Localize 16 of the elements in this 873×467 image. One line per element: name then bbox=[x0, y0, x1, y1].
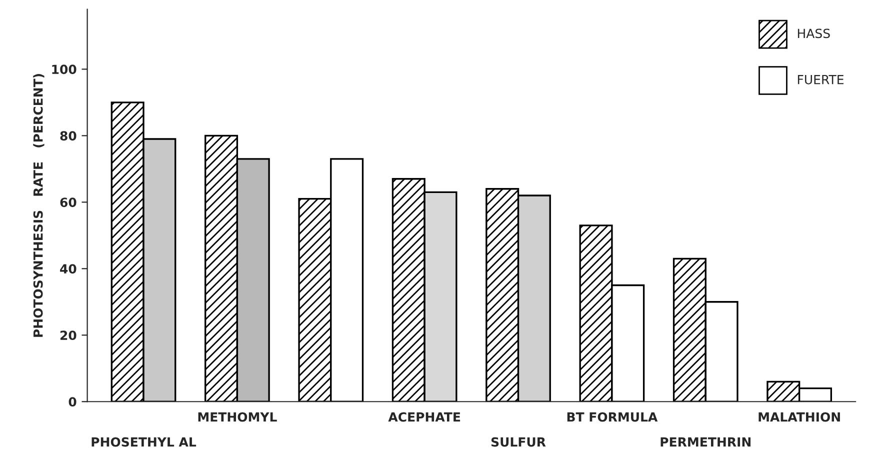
legend-label: HASS bbox=[798, 28, 830, 38]
x-tick-label: PHOSETHYL AL bbox=[92, 437, 196, 447]
x-tick-label: SULFUR bbox=[491, 437, 546, 447]
y-tick-label: 100 bbox=[52, 64, 76, 74]
x-tick-label: PERMETHRIN bbox=[660, 437, 751, 447]
x-tick-label: ACEPHATE bbox=[388, 412, 460, 422]
y-tick-label: 40 bbox=[60, 264, 76, 274]
y-axis-title: PHOTOSYNTHESIS RATE (PERCENT) bbox=[33, 74, 44, 337]
y-tick-label: 60 bbox=[60, 198, 76, 208]
x-tick-label: BT FORMULA bbox=[567, 412, 658, 422]
x-tick-label: METHOMYL bbox=[198, 412, 277, 422]
x-tick-label: MALATHION bbox=[758, 412, 840, 422]
legend-label: FUERTE bbox=[798, 75, 844, 84]
y-tick-label: 20 bbox=[60, 330, 76, 340]
y-tick-label: 80 bbox=[60, 131, 76, 141]
y-tick-label: 0 bbox=[68, 397, 76, 407]
